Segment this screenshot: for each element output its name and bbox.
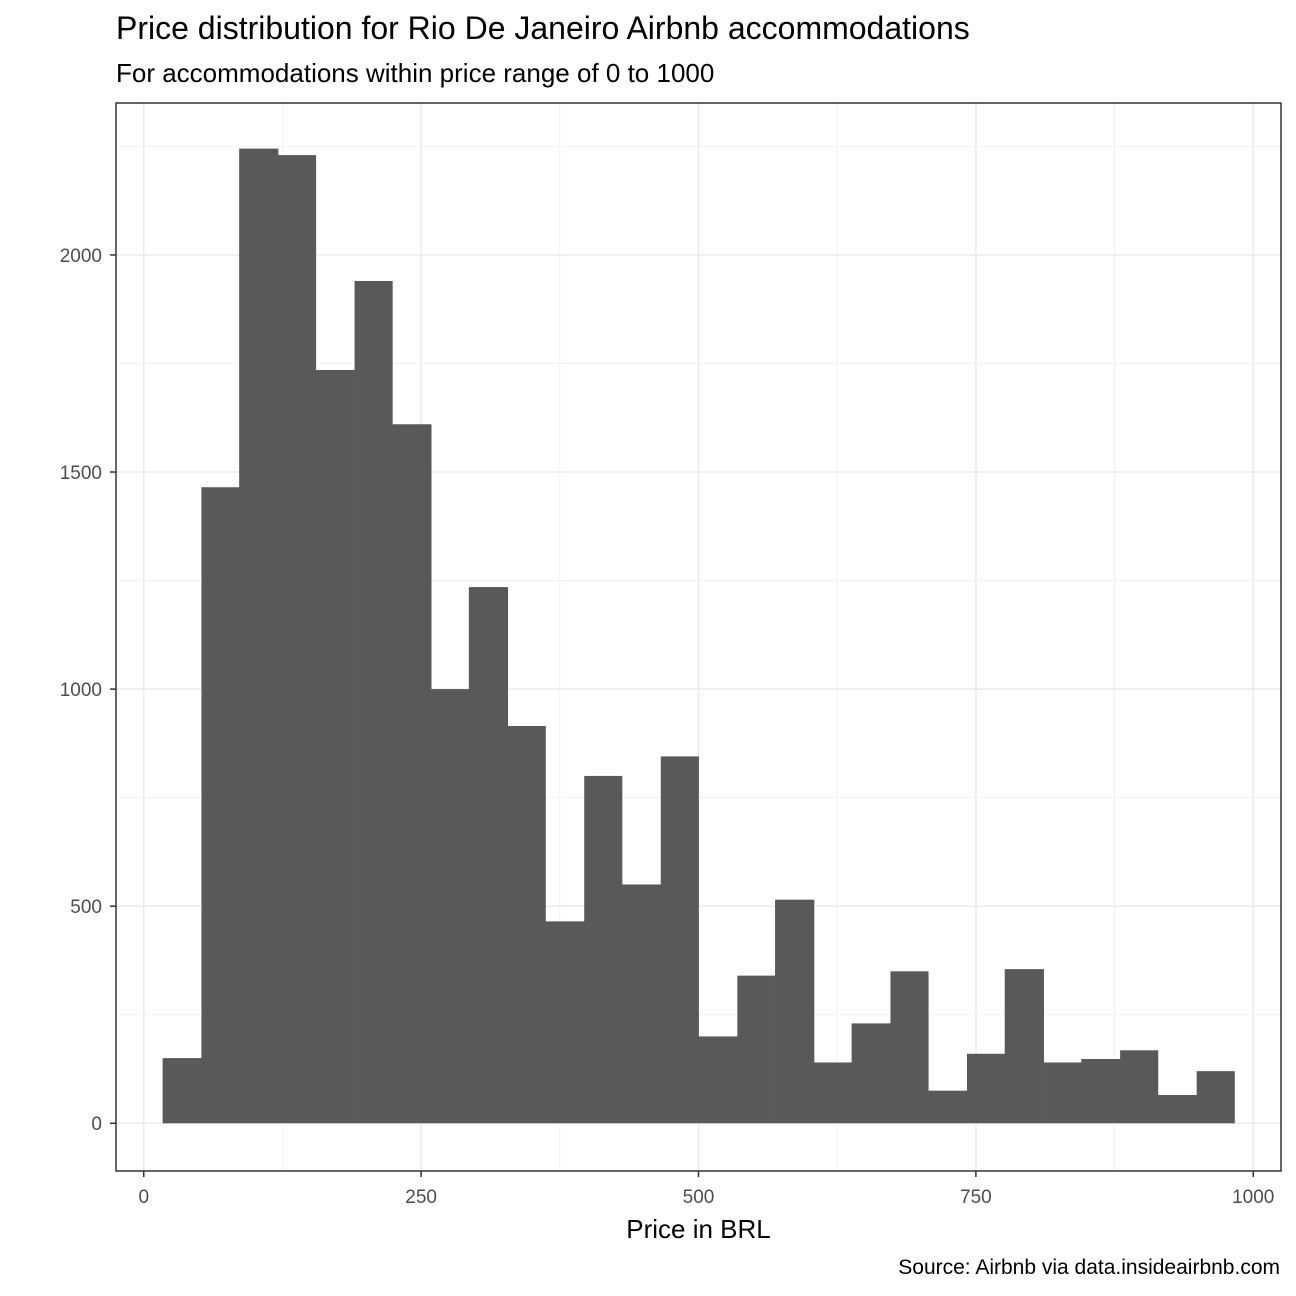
x-tick-label: 0: [138, 1187, 149, 1208]
x-axis: 0 250 500 750 1000: [138, 1171, 1274, 1208]
histogram-bar: [1196, 1071, 1235, 1124]
y-tick-label: 0: [91, 1114, 102, 1135]
x-tick-label: 1000: [1232, 1187, 1274, 1208]
histogram-bar: [660, 756, 699, 1124]
x-axis-title: Price in BRL: [626, 1214, 771, 1244]
histogram-bar: [545, 921, 585, 1124]
y-tick-label: 2000: [60, 246, 102, 267]
y-axis: 0 500 1000 1500 2000: [60, 246, 116, 1135]
histogram-bar: [468, 587, 509, 1124]
histogram-bar: [277, 155, 317, 1124]
x-tick-label: 250: [405, 1187, 437, 1208]
histogram-bar: [354, 281, 393, 1124]
y-tick-label: 1000: [60, 680, 102, 701]
histogram-bars: [162, 148, 1235, 1124]
histogram-bar: [1120, 1050, 1159, 1124]
histogram-bar: [775, 899, 815, 1124]
histogram-bar: [737, 975, 776, 1124]
histogram-bar: [1004, 969, 1044, 1124]
chart-subtitle: For accommodations within price range of…: [116, 58, 715, 88]
histogram-bar: [1043, 1062, 1082, 1124]
histogram-bar: [851, 1023, 891, 1124]
histogram-bar: [890, 971, 929, 1124]
histogram-bar: [162, 1058, 202, 1124]
histogram-bar: [239, 148, 279, 1124]
histogram-bar: [315, 370, 355, 1124]
histogram-bar: [967, 1053, 1006, 1124]
histogram-bar: [698, 1036, 738, 1124]
histogram-bar: [201, 487, 240, 1124]
x-tick-label: 500: [683, 1187, 715, 1208]
chart-caption: Source: Airbnb via data.insideairbnb.com: [898, 1256, 1280, 1279]
x-tick-label: 750: [960, 1187, 992, 1208]
histogram-bar: [1081, 1058, 1121, 1124]
histogram-bar: [813, 1062, 853, 1124]
y-tick-label: 500: [70, 897, 102, 918]
histogram-bar: [584, 775, 623, 1124]
histogram-bar: [621, 884, 662, 1124]
histogram-bar: [1157, 1095, 1198, 1124]
histogram-bar: [392, 424, 432, 1124]
chart-title: Price distribution for Rio De Janeiro Ai…: [116, 10, 970, 46]
y-tick-label: 1500: [60, 463, 102, 484]
histogram-bar: [507, 726, 546, 1124]
histogram-bar: [928, 1090, 968, 1124]
histogram-bar: [431, 689, 470, 1124]
